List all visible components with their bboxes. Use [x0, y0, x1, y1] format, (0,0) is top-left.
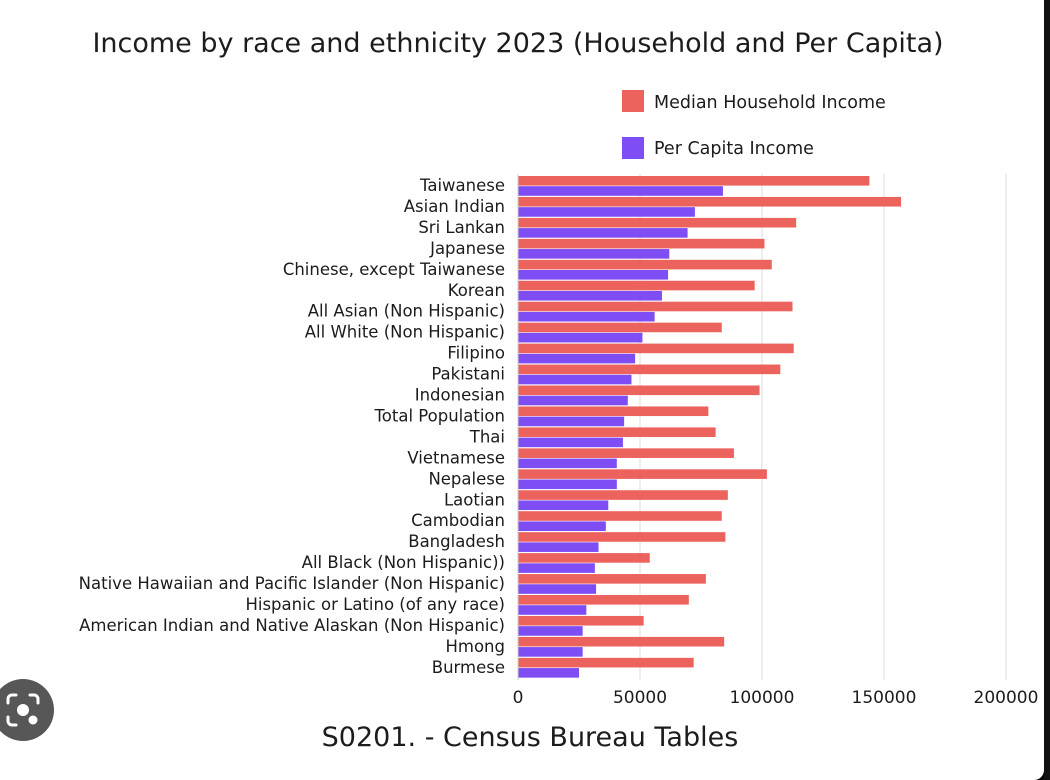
category-label-all-white-non-hispanic: All White (Non Hispanic) — [305, 323, 505, 342]
bar-median-household-income-taiwanese — [518, 176, 870, 186]
bar-median-household-income-nepalese — [518, 469, 767, 479]
category-label-chinese-except-taiwanese: Chinese, except Taiwanese — [283, 260, 505, 279]
bar-per-capita-income-indonesian — [518, 395, 628, 406]
camera-search-icon — [6, 693, 40, 727]
x-tick-label-100000: 100000 — [730, 688, 795, 708]
category-label-cambodian: Cambodian — [411, 511, 505, 530]
x-tick-label-200000: 200000 — [974, 688, 1039, 708]
category-label-thai: Thai — [469, 427, 505, 446]
lens-search-button[interactable] — [0, 679, 54, 741]
bar-median-household-income-cambodian — [518, 511, 722, 521]
bar-median-household-income-chinese-except-taiwanese — [518, 259, 772, 270]
bar-per-capita-income-all-white-non-hispanic — [518, 332, 643, 343]
category-label-asian-indian: Asian Indian — [404, 197, 505, 216]
legend-swatch-per-capita-income — [622, 137, 644, 159]
bar-per-capita-income-vietnamese — [518, 458, 617, 469]
bar-median-household-income-korean — [518, 280, 755, 291]
bar-per-capita-income-hmong — [518, 647, 583, 657]
category-label-pakistani: Pakistani — [431, 365, 505, 384]
category-label-filipino: Filipino — [447, 344, 505, 363]
category-label-hispanic-or-latino-of-any-race: Hispanic or Latino (of any race) — [245, 595, 505, 614]
bar-per-capita-income-total-population — [518, 416, 625, 427]
bar-median-household-income-all-asian-non-hispanic — [518, 301, 793, 312]
category-label-american-indian-and-native-alaskan-non-hispanic: American Indian and Native Alaskan (Non … — [79, 616, 505, 635]
chart-title: Income by race and ethnicity 2023 (House… — [92, 28, 943, 59]
bar-median-household-income-sri-lankan — [518, 217, 797, 228]
bar-median-household-income-indonesian — [518, 385, 760, 396]
bar-per-capita-income-chinese-except-taiwanese — [518, 270, 669, 280]
category-label-bangladesh: Bangladesh — [408, 532, 505, 551]
bar-median-household-income-american-indian-and-native-alaskan-non-hispanic — [518, 615, 644, 626]
legend-label-per-capita-income: Per Capita Income — [654, 139, 814, 159]
bar-per-capita-income-filipino — [518, 353, 636, 364]
bar-per-capita-income-taiwanese — [518, 186, 723, 196]
category-label-hmong: Hmong — [445, 637, 505, 656]
bar-per-capita-income-korean — [518, 290, 662, 301]
bar-median-household-income-hmong — [518, 636, 725, 647]
chart-footer: S0201. - Census Bureau Tables — [322, 722, 739, 753]
bar-per-capita-income-all-black-non-hispanic — [518, 563, 595, 573]
category-label-korean: Korean — [448, 281, 505, 300]
category-label-vietnamese: Vietnamese — [407, 448, 505, 467]
bar-per-capita-income-sri-lankan — [518, 228, 688, 238]
category-label-indonesian: Indonesian — [415, 386, 505, 405]
legend: Median Household Income Per Capita Incom… — [622, 90, 886, 159]
category-label-all-asian-non-hispanic: All Asian (Non Hispanic) — [308, 302, 505, 321]
bar-median-household-income-all-black-non-hispanic — [518, 553, 650, 563]
bar-median-household-income-thai — [518, 427, 716, 437]
category-label-total-population: Total Population — [374, 406, 505, 425]
legend-swatch-median-household-income — [622, 90, 644, 112]
x-tick-label-150000: 150000 — [852, 688, 917, 708]
category-label-native-hawaiian-and-pacific-islander-non-hispanic: Native Hawaiian and Pacific Islander (No… — [79, 574, 505, 593]
bar-median-household-income-native-hawaiian-and-pacific-islander-non-hispanic — [518, 574, 706, 584]
category-label-laotian: Laotian — [444, 490, 505, 509]
bar-median-household-income-asian-indian — [518, 196, 902, 207]
bar-median-household-income-laotian — [518, 490, 728, 500]
category-label-nepalese: Nepalese — [428, 469, 505, 488]
bar-per-capita-income-cambodian — [518, 521, 606, 531]
bar-per-capita-income-asian-indian — [518, 207, 695, 217]
bar-median-household-income-burmese — [518, 657, 694, 668]
window-edge — [1044, 0, 1050, 780]
category-label-burmese: Burmese — [432, 658, 505, 677]
category-label-all-black-non-hispanic: All Black (Non Hispanic)) — [302, 553, 505, 572]
bar-median-household-income-all-white-non-hispanic — [518, 322, 722, 333]
bar-per-capita-income-native-hawaiian-and-pacific-islander-non-hispanic — [518, 584, 597, 594]
bar-per-capita-income-all-asian-non-hispanic — [518, 311, 655, 322]
bar-per-capita-income-burmese — [518, 668, 579, 678]
x-tick-label-0: 0 — [513, 688, 524, 708]
grid-lines — [639, 174, 1007, 680]
x-axis-ticks: 0 50000 100000 150000 200000 — [513, 174, 1039, 708]
bar-median-household-income-filipino — [518, 343, 794, 354]
category-label-sri-lankan: Sri Lankan — [418, 218, 505, 237]
bar-median-household-income-pakistani — [518, 364, 781, 375]
category-labels: Taiwanese Asian Indian Sri Lankan Japanese C… — [79, 176, 505, 677]
x-tick-label-50000: 50000 — [613, 688, 667, 708]
bar-median-household-income-hispanic-or-latino-of-any-race — [518, 595, 689, 605]
bar-per-capita-income-nepalese — [518, 479, 617, 490]
bar-per-capita-income-thai — [518, 437, 623, 448]
bar-per-capita-income-american-indian-and-native-alaskan-non-hispanic — [518, 626, 583, 636]
bar-per-capita-income-laotian — [518, 500, 609, 511]
bar-median-household-income-japanese — [518, 238, 765, 249]
category-label-taiwanese: Taiwanese — [419, 176, 505, 195]
bars — [518, 176, 902, 678]
bar-per-capita-income-bangladesh — [518, 542, 599, 552]
bar-per-capita-income-pakistani — [518, 374, 632, 385]
bar-median-household-income-total-population — [518, 406, 709, 417]
bar-median-household-income-vietnamese — [518, 448, 734, 458]
bar-per-capita-income-hispanic-or-latino-of-any-race — [518, 605, 587, 615]
bar-median-household-income-bangladesh — [518, 532, 726, 542]
legend-label-median-household-income: Median Household Income — [654, 93, 886, 113]
category-label-japanese: Japanese — [429, 239, 505, 258]
bar-per-capita-income-japanese — [518, 249, 670, 259]
